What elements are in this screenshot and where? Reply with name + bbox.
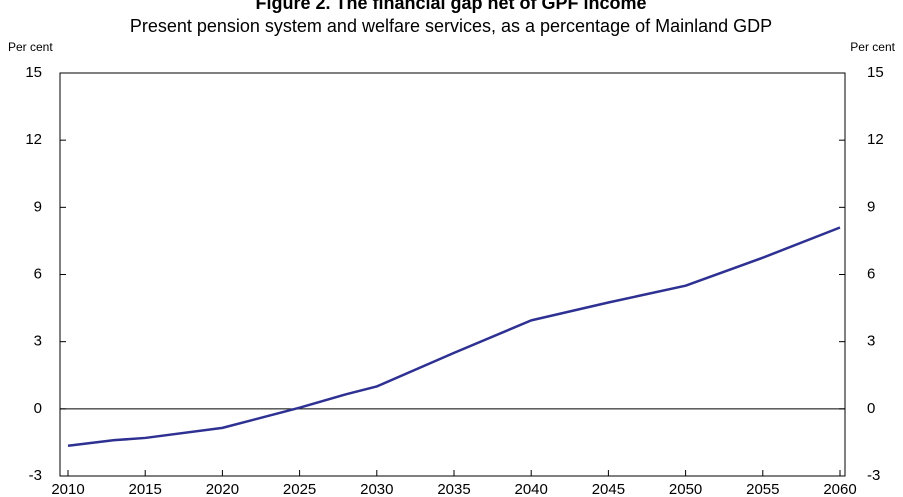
y-tick-label: 12 <box>25 131 42 148</box>
y-tick-label: 0 <box>34 400 42 417</box>
y-tick-label: 15 <box>25 64 42 81</box>
y-tick-label: 9 <box>34 198 42 215</box>
y-tick-label: -3 <box>29 467 42 484</box>
y2-tick-label: 15 <box>867 64 884 81</box>
x-tick-label: 2050 <box>669 481 702 497</box>
y2-tick-label: 6 <box>867 265 875 282</box>
y2-tick-label: 3 <box>867 333 875 350</box>
y-tick-label: 6 <box>34 265 42 282</box>
x-tick-label: 2035 <box>437 481 470 497</box>
line-series <box>67 226 841 448</box>
plot-frame <box>59 72 846 477</box>
y2-tick-label: 0 <box>867 400 875 417</box>
x-tick-label: 2015 <box>129 481 162 497</box>
x-tick-label: 2025 <box>283 481 316 497</box>
y2-tick-label: -3 <box>867 467 880 484</box>
x-tick-label: 2055 <box>746 481 779 497</box>
x-tick-label: 2045 <box>592 481 625 497</box>
y-tick-label: 3 <box>34 333 42 350</box>
y-axis-label: Per cent <box>8 40 53 54</box>
y2-axis-label: Per cent <box>850 40 895 54</box>
y2-tick-label: 12 <box>867 131 884 148</box>
x-tick-label: 2030 <box>360 481 393 497</box>
chart-subtitle: Present pension system and welfare servi… <box>130 16 772 36</box>
chart-title: Figure 2. The financial gap net of GPF i… <box>255 0 646 13</box>
x-tick-label: 2020 <box>206 481 239 497</box>
x-tick-label: 2040 <box>515 481 548 497</box>
x-tick-label: 2060 <box>823 481 856 497</box>
x-tick-label: 2010 <box>51 481 84 497</box>
y2-tick-label: 9 <box>867 198 875 215</box>
